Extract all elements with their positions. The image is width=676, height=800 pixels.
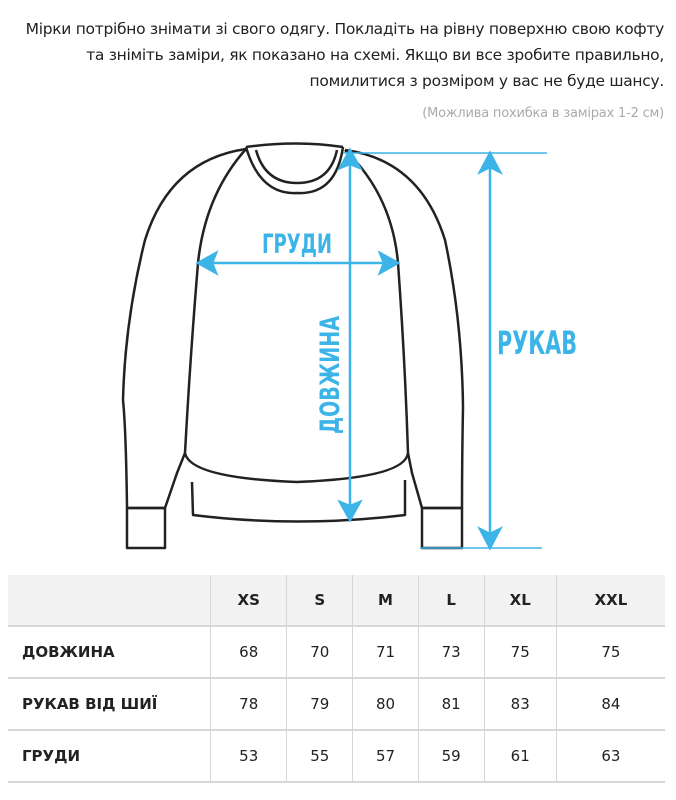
table-cell: 80 (352, 678, 419, 730)
measurement-arrows (195, 147, 547, 551)
size-table: XS S M L XL XXL ДОВЖИНА 68 70 71 73 75 7… (8, 575, 665, 783)
intro-text: Мірки потрібно знімати зі свого одягу. П… (25, 20, 665, 90)
table-cell: 59 (418, 730, 485, 782)
table-cell: 73 (418, 626, 485, 678)
length-label: ДОВЖИНА (315, 316, 346, 434)
table-cell: 84 (601, 695, 621, 713)
arrow-head-icon (195, 250, 219, 276)
table-row: ГРУДИ 53 55 57 59 61 63 (8, 730, 665, 782)
arrow-head-icon (477, 150, 503, 175)
measurement-note: (Можлива похибка в замірах 1-2 см) (422, 106, 664, 121)
arrow-head-icon (337, 147, 363, 171)
arrow-head-icon (377, 250, 401, 276)
table-row: РУКАВ ВІД ШИЇ 78 79 80 81 83 84 (8, 678, 665, 730)
table-cell: 78 (210, 678, 288, 730)
table-cell: 75 (601, 643, 621, 661)
row-label: РУКАВ ВІД ШИЇ (8, 678, 211, 730)
arrow-head-icon (337, 499, 363, 523)
chest-label: ГРУДИ (262, 229, 332, 260)
row-label: ГРУДИ (8, 730, 211, 782)
sweater-measurement-diagram: ГРУДИ ДОВЖИНА РУКАВ (121, 142, 577, 551)
table-cell: 68 (210, 626, 288, 678)
header-cell: M (352, 575, 419, 626)
table-cell: 55 (286, 730, 354, 782)
header-cell: XXL (594, 591, 628, 609)
table-header-row: XS S M L XL XXL (8, 575, 665, 626)
header-cell: L (418, 575, 485, 626)
table-row: ДОВЖИНА 68 70 71 73 75 75 (8, 626, 665, 678)
table-cell: 70 (286, 626, 354, 678)
table-cell: 75 (484, 626, 557, 678)
table-cell: 83 (484, 678, 557, 730)
table-cell: 81 (418, 678, 485, 730)
header-cell: XL (484, 575, 557, 626)
table-cell: 71 (352, 626, 419, 678)
table-cell: 57 (352, 730, 419, 782)
sleeve-label: РУКАВ (497, 324, 577, 362)
arrow-head-icon (477, 526, 503, 551)
sweater-outline (121, 142, 465, 550)
table-cell: 63 (601, 747, 621, 765)
row-label: ДОВЖИНА (8, 626, 211, 678)
header-cell: XS (210, 575, 288, 626)
header-cell: S (286, 575, 354, 626)
table-cell: 79 (286, 678, 354, 730)
header-cell (8, 575, 211, 626)
table-cell: 61 (484, 730, 557, 782)
table-cell: 53 (210, 730, 288, 782)
